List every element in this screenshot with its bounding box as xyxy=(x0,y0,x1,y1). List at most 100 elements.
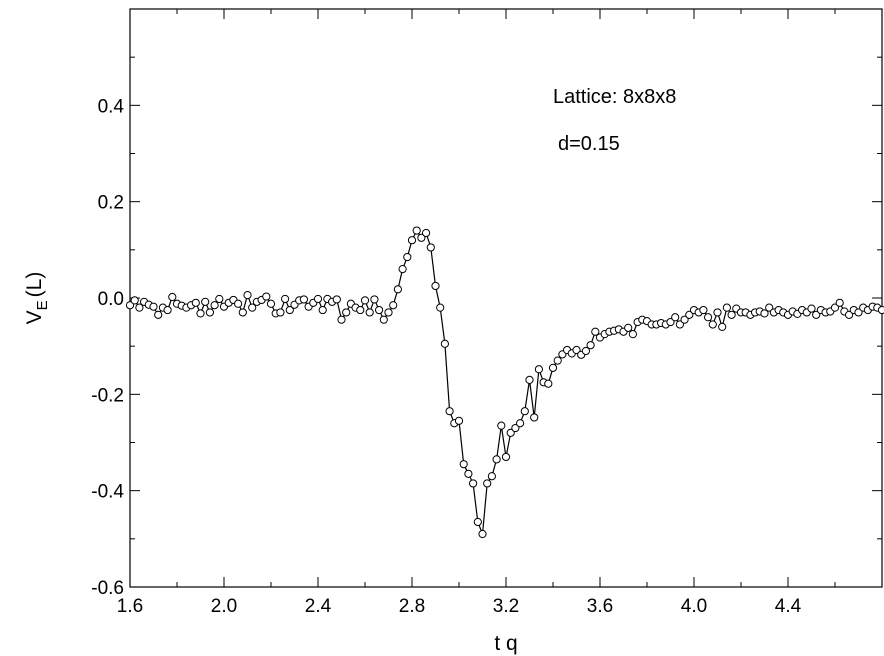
data-point xyxy=(356,305,365,315)
data-point xyxy=(262,292,271,301)
data-point xyxy=(497,421,506,430)
data-series xyxy=(125,226,884,539)
data-point xyxy=(163,305,172,315)
data-point xyxy=(422,228,431,238)
x-tick-label: 3.6 xyxy=(587,596,613,617)
data-point xyxy=(511,423,520,433)
data-point xyxy=(544,379,553,388)
annotation-d: d=0.15 xyxy=(558,133,620,155)
data-point xyxy=(266,299,276,308)
data-point xyxy=(516,419,525,428)
data-point xyxy=(722,303,732,312)
data-point xyxy=(877,305,884,315)
y-tick-label: 0.4 xyxy=(98,96,125,117)
data-point xyxy=(680,315,689,324)
data-point xyxy=(407,236,417,245)
data-point xyxy=(685,310,694,319)
data-point xyxy=(299,295,308,304)
y-axis-title-tail: (L) xyxy=(23,272,46,298)
x-tick-label: 4.0 xyxy=(681,596,707,617)
data-point xyxy=(210,301,219,310)
x-axis-title: t q xyxy=(494,632,517,655)
data-point xyxy=(281,294,290,304)
data-point xyxy=(313,294,323,304)
x-tick-label: 4.4 xyxy=(775,596,802,617)
data-point xyxy=(553,356,562,365)
y-tick-label: -0.4 xyxy=(91,482,124,503)
data-point xyxy=(469,479,478,488)
data-point xyxy=(704,313,713,322)
data-point xyxy=(534,365,544,374)
data-point xyxy=(403,252,412,262)
x-tick-labels: 1.6 2.0 2.4 2.8 3.2 3.6 4.0 4.4 xyxy=(117,596,802,617)
data-point xyxy=(671,313,680,322)
axis-ticks xyxy=(129,8,883,588)
data-point xyxy=(149,302,158,311)
data-point xyxy=(830,303,840,312)
data-point xyxy=(454,416,464,425)
data-point xyxy=(238,308,247,317)
data-point xyxy=(285,305,294,315)
data-point xyxy=(154,310,163,319)
data-point xyxy=(248,303,257,312)
x-tick-label: 2.8 xyxy=(399,596,425,617)
data-point xyxy=(384,308,393,317)
y-tick-labels: -0.6 -0.4 -0.2 0.0 0.2 0.4 xyxy=(91,96,124,599)
data-point xyxy=(666,317,675,327)
data-point xyxy=(332,295,341,304)
data-point xyxy=(201,297,210,306)
data-point xyxy=(591,327,600,336)
data-point xyxy=(845,310,854,319)
data-point xyxy=(525,375,534,384)
data-point xyxy=(196,309,205,318)
data-point xyxy=(130,296,139,305)
data-point xyxy=(473,517,482,527)
x-tick-label: 2.4 xyxy=(305,596,332,617)
data-point xyxy=(760,309,769,318)
y-axis-title-text: VE (L) xyxy=(23,272,51,325)
data-point xyxy=(718,322,727,331)
data-point xyxy=(807,304,816,313)
data-point xyxy=(342,308,351,317)
data-point xyxy=(675,320,685,329)
data-point xyxy=(586,341,595,350)
data-point xyxy=(393,285,402,294)
data-point xyxy=(318,305,327,315)
data-point xyxy=(628,330,638,339)
data-point xyxy=(572,345,581,355)
data-point xyxy=(699,305,708,315)
annotation-lattice: Lattice: 8x8x8 xyxy=(553,86,676,108)
data-point xyxy=(464,469,473,478)
data-point xyxy=(276,308,285,317)
data-point xyxy=(727,310,736,319)
data-point xyxy=(492,455,501,464)
data-point xyxy=(487,472,496,481)
y-axis-title-main: V xyxy=(23,310,46,324)
data-point xyxy=(125,301,135,310)
data-point xyxy=(624,323,633,332)
x-tick-label: 3.2 xyxy=(493,596,519,617)
data-point xyxy=(412,226,421,235)
data-point xyxy=(360,296,370,305)
data-point xyxy=(548,363,558,372)
y-tick-label: -0.2 xyxy=(91,385,124,406)
data-point xyxy=(431,281,440,291)
data-point xyxy=(459,460,468,469)
x-tick-label: 1.6 xyxy=(117,596,143,617)
data-point xyxy=(445,407,454,416)
data-point xyxy=(812,310,821,319)
data-point xyxy=(581,346,591,356)
data-point xyxy=(215,294,224,304)
data-point xyxy=(426,243,435,252)
data-point xyxy=(234,299,243,308)
plot-frame xyxy=(129,8,883,588)
data-point xyxy=(365,308,374,317)
data-point xyxy=(370,295,379,304)
data-point xyxy=(375,305,384,315)
y-tick-label: 0.0 xyxy=(98,289,124,310)
data-point xyxy=(135,303,144,312)
data-point xyxy=(501,452,511,462)
data-point xyxy=(205,308,214,317)
data-point xyxy=(243,291,252,300)
